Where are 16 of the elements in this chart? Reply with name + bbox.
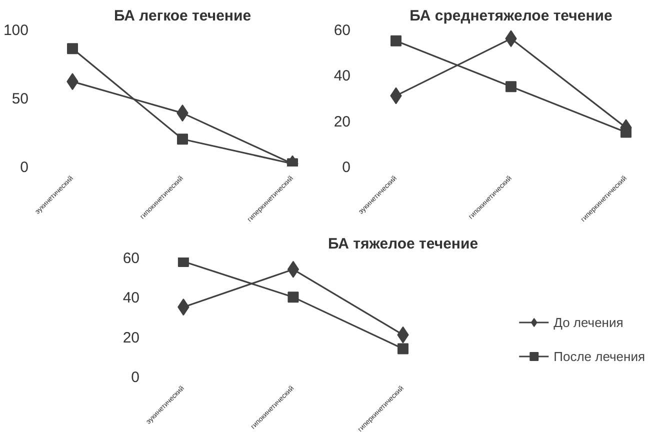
y-tick-label: 20: [334, 113, 351, 130]
y-tick-label: 60: [122, 250, 140, 267]
y-tick-label: 60: [334, 22, 351, 39]
chart-title: БА среднетяжелое течение: [410, 8, 612, 24]
y-tick-label: 0: [342, 159, 350, 176]
y-tick-label: 0: [131, 369, 140, 386]
legend-label: После лечения: [554, 348, 645, 364]
y-tick-label: 20: [122, 329, 140, 346]
y-tick-label: 100: [3, 22, 29, 39]
chart-title: БА тяжелое течение: [328, 236, 478, 252]
y-tick-label: 40: [122, 290, 140, 307]
chart-title: БА легкое течение: [114, 8, 252, 24]
y-tick-label: 0: [20, 159, 28, 176]
legend-label: До лечения: [554, 314, 624, 330]
y-tick-label: 50: [12, 90, 29, 108]
y-tick-label: 40: [334, 68, 351, 85]
